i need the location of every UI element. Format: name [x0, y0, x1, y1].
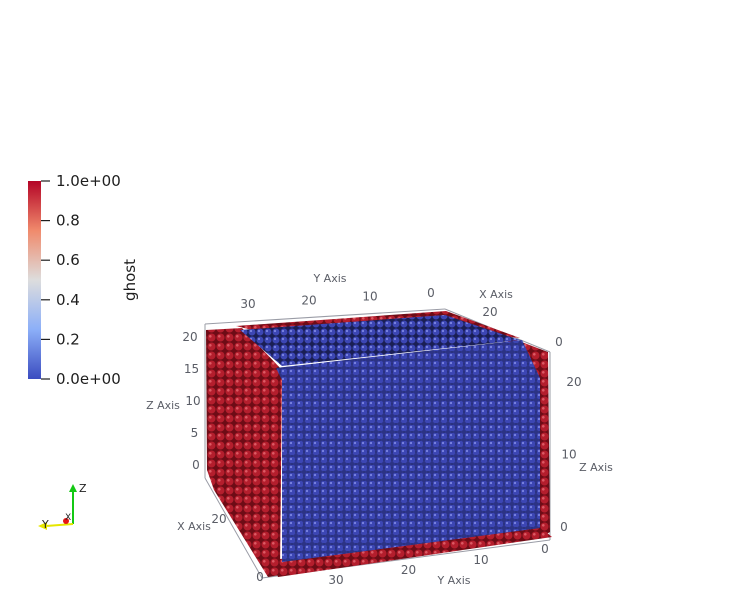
colorbar-tick-label: 0.0e+00: [56, 370, 121, 388]
right-bottom-tick: 0: [541, 542, 549, 556]
left-x-tick-label: 20: [211, 512, 226, 526]
top-y-tick-label: 30: [240, 297, 255, 311]
top-x-tick-label: 0: [555, 335, 563, 349]
ghost-bottom-face: [272, 527, 552, 577]
right-z-tick-label: 10: [561, 448, 576, 462]
colorbar-ticks: 1.0e+00 0.8 0.6 0.4 0.2 0.0e+00: [41, 172, 121, 388]
orientation-z-label: Z: [79, 482, 87, 495]
right-z-tick-label: 0: [560, 520, 568, 534]
bottom-y-axis: 30 20 10: [328, 553, 488, 587]
top-y-axis: 30 20 10 0: [240, 286, 434, 311]
interior-front-shading: [276, 340, 540, 562]
right-z-tick-label: 20: [566, 375, 581, 389]
orientation-axes: Z Y X: [38, 482, 87, 531]
colorbar-gradient: [28, 181, 41, 379]
colorbar-tick-label: 0.2: [56, 330, 80, 348]
left-z-tick-label: 20: [182, 330, 197, 344]
orientation-x-label: X: [65, 513, 71, 523]
top-y-tick-label: 20: [301, 293, 316, 307]
left-x-tick-label: 0: [256, 570, 264, 584]
orientation-y-axis-line: [45, 523, 74, 527]
bottom-y-tick-label: 20: [401, 563, 416, 577]
colorbar-tick-label: 1.0e+00: [56, 172, 121, 190]
interior-top-face: [240, 315, 520, 366]
colorbar: 1.0e+00 0.8 0.6 0.4 0.2 0.0e+00 ghost: [28, 172, 139, 388]
colorbar-tick-label: 0.6: [56, 251, 80, 269]
left-z-tick-label: 5: [191, 426, 199, 440]
orientation-z-arrow: [69, 484, 77, 492]
left-x-axis-title: X Axis: [177, 520, 211, 533]
left-z-axis: 20 15 10 5 0: [182, 330, 200, 472]
particle-dataset: [204, 308, 552, 579]
colorbar-tick-label: 0.8: [56, 212, 80, 230]
left-z-tick-label: 10: [185, 394, 200, 408]
top-y-tick-label: 0: [427, 286, 435, 300]
top-y-tick-label: 10: [362, 290, 377, 304]
orientation-y-label: Y: [41, 518, 49, 531]
bottom-y-tick-label: 30: [328, 573, 343, 587]
top-x-tick-label: 20: [482, 305, 497, 319]
colorbar-title: ghost: [121, 259, 139, 301]
colorbar-tick-label: 0.4: [56, 291, 80, 309]
left-z-tick-label: 0: [192, 458, 200, 472]
orientation-x-axis-dot: [63, 518, 69, 524]
bottom-y-tick-label: 10: [473, 553, 488, 567]
ghost-left-face: [206, 328, 282, 577]
top-x-axis-title: X Axis: [479, 288, 513, 301]
cube-axes: 30 20 10 0 Y Axis X Axis 20 0 20 15 10 5 0 Z Axi…: [146, 272, 613, 587]
top-y-axis-title: Y Axis: [312, 272, 346, 285]
top-x-axis: 20 0: [482, 305, 562, 349]
left-x-axis: 20 0: [211, 512, 263, 584]
bottom-y-axis-title: Y Axis: [436, 574, 470, 587]
right-z-axis-title: Z Axis: [579, 461, 613, 474]
left-z-tick-label: 15: [184, 362, 199, 376]
right-z-axis: 20 10 0: [560, 375, 581, 534]
left-z-axis-title: Z Axis: [146, 399, 180, 412]
orientation-y-arrow: [38, 522, 47, 530]
